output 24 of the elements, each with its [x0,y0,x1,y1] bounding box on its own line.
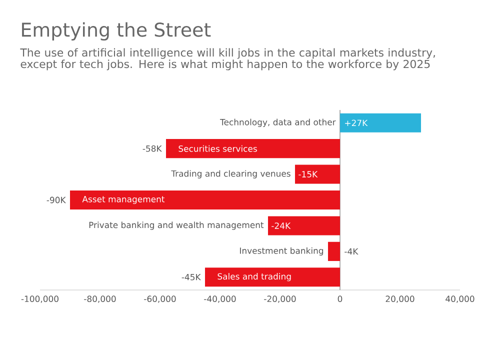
data-label: -45K [182,274,201,280]
data-label: -24K [272,222,291,229]
data-label: -15K [298,171,318,178]
chart-title: Emptying the Street [22,22,211,41]
data-label: -4K [344,248,358,255]
x-tick-label: 40,000 [446,296,474,303]
y-tick-label: Sales and trading [218,273,291,282]
y-tick-label: Asset management [82,196,165,204]
chart-subtitle: The use of artificial intelligence will kill jobs in the capital markets industry, except for tech jobs. Here is what might happen to the workforce by 2025 [20,48,435,70]
y-tick-label: Investment banking [240,247,324,256]
y-tick-label: Technology, data and other [220,118,336,127]
x-tick-label: -60,000 [144,296,176,303]
x-tick-label: -100,000 [21,296,58,303]
x-tick-label: -20,000 [264,296,296,303]
data-label: -58K [142,145,162,152]
y-tick-label: Trading and clearing venues [171,170,290,178]
x-tick-label: -80,000 [84,296,116,303]
data-label: +27K [345,120,368,126]
y-tick-label: Securities services [178,145,257,152]
x-tick-label: 0 [338,296,342,302]
y-tick-label: Private banking and wealth management [89,222,264,230]
x-tick-label: -40,000 [204,296,236,303]
data-label: -90K [46,196,66,204]
x-tick-label: 20,000 [386,296,414,303]
